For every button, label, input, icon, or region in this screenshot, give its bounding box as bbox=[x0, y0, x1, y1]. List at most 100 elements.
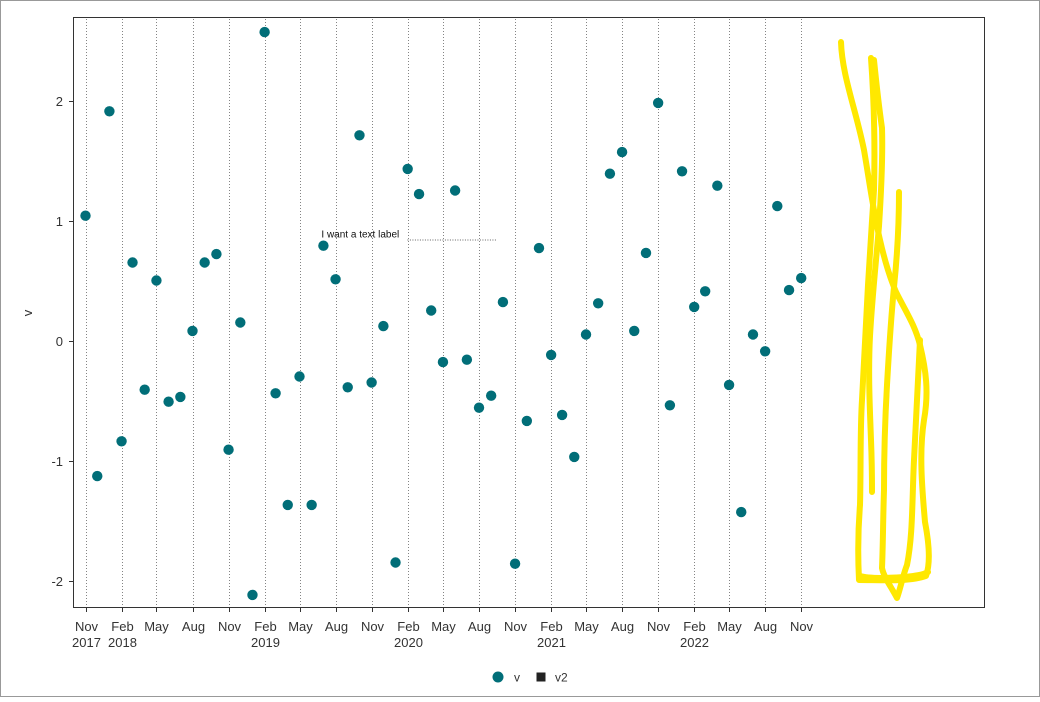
data-point-v bbox=[163, 396, 174, 407]
data-point-v bbox=[664, 400, 676, 411]
data-point-v bbox=[556, 409, 568, 421]
x-tick-label-month: May bbox=[431, 619, 456, 634]
data-point-v bbox=[223, 444, 234, 455]
y-tick-label: 1 bbox=[56, 214, 63, 229]
x-tick-label-month: Feb bbox=[540, 619, 562, 634]
x-tick-label-month: Aug bbox=[611, 619, 634, 634]
data-point-v bbox=[616, 146, 628, 158]
data-point-v bbox=[497, 296, 509, 308]
data-point-v bbox=[604, 168, 616, 179]
y-tick-label: 2 bbox=[56, 94, 63, 109]
data-point-v bbox=[330, 274, 341, 285]
highlight-scribble bbox=[838, 39, 932, 601]
data-points bbox=[80, 26, 807, 601]
annotation-text: I want a text label bbox=[321, 230, 399, 241]
data-point-v bbox=[235, 317, 246, 328]
x-tick-label-year: 2018 bbox=[108, 635, 137, 650]
yellow-scribble-stroke bbox=[866, 57, 886, 495]
data-point-v bbox=[282, 499, 293, 511]
data-point-v bbox=[104, 106, 115, 117]
x-tick-label-month: Nov bbox=[218, 619, 242, 634]
x-tick-label-month: Nov bbox=[75, 619, 99, 634]
x-tick-label-month: Aug bbox=[325, 619, 348, 634]
x-tick-label-month: May bbox=[574, 619, 599, 634]
data-point-v bbox=[270, 388, 281, 399]
data-point-v bbox=[294, 371, 305, 382]
data-point-v bbox=[569, 451, 580, 463]
plot-area bbox=[73, 17, 985, 608]
data-point-v bbox=[151, 275, 162, 286]
x-tick-label-month: Aug bbox=[468, 619, 491, 634]
data-point-v bbox=[175, 391, 186, 403]
data-point-v bbox=[187, 325, 198, 337]
legend-marker-v2 bbox=[536, 672, 546, 682]
data-point-v bbox=[354, 130, 365, 141]
y-tick-label: 0 bbox=[56, 334, 63, 349]
x-tick-label-month: Nov bbox=[647, 619, 671, 634]
data-point-v bbox=[306, 499, 317, 511]
x-tick-label-month: Aug bbox=[754, 619, 777, 634]
data-point-v bbox=[437, 356, 449, 368]
x-tick-label-month: May bbox=[144, 619, 169, 634]
x-tick-label-year: 2017 bbox=[72, 635, 101, 650]
data-point-v bbox=[509, 558, 521, 569]
x-tick-label-month: Nov bbox=[504, 619, 528, 634]
data-point-v bbox=[449, 185, 461, 196]
x-tick-label-month: Feb bbox=[254, 619, 276, 634]
data-point-v bbox=[747, 329, 759, 340]
data-point-v bbox=[592, 298, 604, 309]
y-axis-label: v bbox=[20, 309, 35, 316]
annotations: I want a text label bbox=[321, 230, 497, 241]
data-point-v bbox=[629, 325, 640, 337]
data-point-v bbox=[139, 384, 150, 395]
x-tick-label-month: May bbox=[717, 619, 742, 634]
x-tick-label-year: 2020 bbox=[394, 635, 423, 650]
legend: v v2 bbox=[492, 671, 568, 685]
data-point-v bbox=[247, 589, 258, 601]
legend-label-v2: v2 bbox=[555, 671, 568, 685]
x-tick-label-month: May bbox=[288, 619, 313, 634]
x-tick-label-month: Nov bbox=[790, 619, 814, 634]
data-point-v bbox=[378, 320, 389, 332]
x-tick-label-month: Nov bbox=[361, 619, 385, 634]
data-point-v bbox=[259, 26, 270, 38]
x-tick-label-year: 2022 bbox=[680, 635, 709, 650]
data-point-v bbox=[736, 506, 747, 518]
data-point-v bbox=[688, 301, 700, 313]
data-point-v bbox=[211, 248, 222, 260]
x-tick-label-year: 2021 bbox=[537, 635, 566, 650]
x-tick-label-month: Feb bbox=[683, 619, 705, 634]
data-point-v bbox=[390, 557, 401, 568]
data-point-v bbox=[545, 349, 557, 361]
y-tick-label: -1 bbox=[51, 454, 63, 469]
data-point-v bbox=[461, 354, 473, 365]
data-point-v bbox=[759, 346, 771, 357]
data-point-v bbox=[699, 286, 711, 297]
data-point-v bbox=[521, 415, 533, 427]
data-point-v bbox=[580, 329, 592, 340]
yellow-scribble-stroke bbox=[857, 569, 931, 581]
grid-lines bbox=[86, 19, 802, 606]
data-point-v bbox=[796, 272, 807, 284]
data-point-v bbox=[676, 166, 688, 177]
data-point-v bbox=[652, 97, 664, 109]
data-point-v bbox=[712, 180, 723, 191]
data-point-v bbox=[426, 305, 437, 316]
x-tick-label-month: Feb bbox=[111, 619, 133, 634]
yellow-scribble-stroke bbox=[879, 189, 923, 601]
data-point-v bbox=[402, 163, 413, 175]
data-point-v bbox=[772, 200, 783, 212]
legend-marker-v bbox=[492, 671, 504, 683]
x-tick-label-month: Aug bbox=[182, 619, 205, 634]
data-point-v bbox=[783, 284, 795, 296]
x-tick-label-month: Feb bbox=[397, 619, 419, 634]
data-point-v bbox=[366, 377, 377, 388]
data-point-v bbox=[92, 470, 103, 482]
data-point-v bbox=[116, 436, 127, 447]
y-tick-label: -2 bbox=[51, 574, 63, 589]
data-point-v bbox=[485, 390, 497, 401]
data-point-v bbox=[199, 257, 210, 268]
